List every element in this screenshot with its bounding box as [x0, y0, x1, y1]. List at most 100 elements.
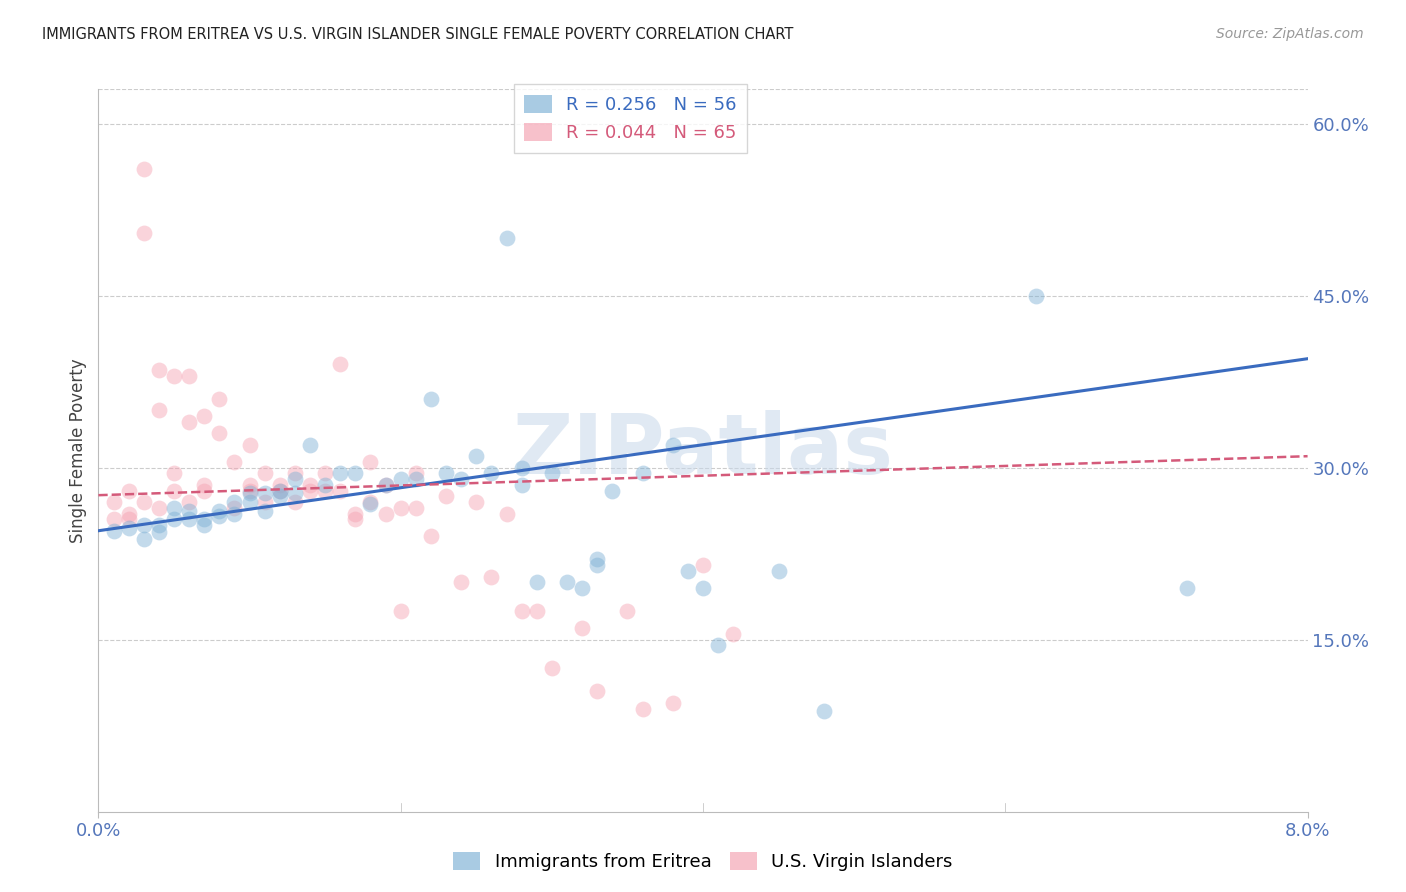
Point: [132, 226, 155, 240]
Point: [239, 438, 262, 452]
Point: [224, 495, 246, 509]
Point: [132, 532, 155, 546]
Point: [374, 507, 396, 521]
Point: [676, 564, 699, 578]
Point: [526, 575, 548, 590]
Point: [239, 495, 262, 509]
Point: [193, 478, 215, 492]
Point: [374, 478, 396, 492]
Point: [405, 500, 427, 515]
Point: [193, 518, 215, 533]
Point: [329, 358, 352, 372]
Point: [284, 467, 307, 481]
Point: [420, 529, 443, 543]
Point: [299, 483, 322, 498]
Text: Source: ZipAtlas.com: Source: ZipAtlas.com: [1216, 27, 1364, 41]
Point: [405, 467, 427, 481]
Point: [526, 604, 548, 618]
Legend: Immigrants from Eritrea, U.S. Virgin Islanders: Immigrants from Eritrea, U.S. Virgin Isl…: [446, 845, 960, 879]
Point: [163, 467, 186, 481]
Point: [540, 661, 562, 675]
Point: [179, 495, 201, 509]
Point: [208, 504, 231, 518]
Point: [118, 521, 141, 535]
Point: [481, 467, 503, 481]
Point: [555, 575, 578, 590]
Point: [148, 363, 170, 377]
Point: [179, 368, 201, 383]
Point: [163, 512, 186, 526]
Point: [707, 639, 730, 653]
Point: [631, 701, 654, 715]
Point: [193, 512, 215, 526]
Point: [179, 512, 201, 526]
Point: [239, 486, 262, 500]
Point: [179, 504, 201, 518]
Point: [495, 231, 517, 245]
Point: [253, 486, 276, 500]
Point: [465, 495, 488, 509]
Point: [132, 162, 155, 177]
Point: [540, 467, 562, 481]
Point: [193, 483, 215, 498]
Point: [179, 415, 201, 429]
Point: [723, 627, 745, 641]
Point: [239, 478, 262, 492]
Point: [269, 483, 291, 498]
Point: [269, 483, 291, 498]
Point: [510, 460, 533, 475]
Point: [163, 483, 186, 498]
Point: [163, 368, 186, 383]
Point: [374, 478, 396, 492]
Point: [208, 392, 231, 406]
Point: [299, 478, 322, 492]
Point: [465, 449, 488, 463]
Point: [253, 504, 276, 518]
Point: [148, 524, 170, 539]
Point: [692, 558, 714, 573]
Point: [284, 472, 307, 486]
Point: [616, 604, 638, 618]
Point: [602, 483, 624, 498]
Point: [148, 403, 170, 417]
Point: [405, 472, 427, 486]
Point: [360, 495, 382, 509]
Point: [118, 507, 141, 521]
Point: [389, 500, 412, 515]
Point: [269, 489, 291, 503]
Point: [118, 483, 141, 498]
Point: [1175, 581, 1198, 595]
Point: [314, 483, 336, 498]
Point: [692, 581, 714, 595]
Point: [586, 684, 609, 698]
Point: [314, 478, 336, 492]
Point: [360, 497, 382, 511]
Point: [389, 604, 412, 618]
Point: [208, 426, 231, 441]
Point: [344, 467, 367, 481]
Point: [103, 512, 125, 526]
Point: [193, 409, 215, 423]
Point: [132, 518, 155, 533]
Point: [510, 478, 533, 492]
Point: [224, 507, 246, 521]
Point: [631, 467, 654, 481]
Point: [148, 500, 170, 515]
Point: [103, 524, 125, 538]
Point: [329, 483, 352, 498]
Point: [661, 438, 683, 452]
Point: [495, 507, 517, 521]
Text: ZIPatlas: ZIPatlas: [513, 410, 893, 491]
Point: [434, 489, 457, 503]
Point: [148, 518, 170, 533]
Point: [132, 495, 155, 509]
Point: [571, 581, 593, 595]
Point: [344, 512, 367, 526]
Point: [389, 472, 412, 486]
Point: [813, 704, 835, 718]
Legend: R = 0.256   N = 56, R = 0.044   N = 65: R = 0.256 N = 56, R = 0.044 N = 65: [513, 84, 748, 153]
Point: [284, 495, 307, 509]
Point: [118, 512, 141, 526]
Point: [360, 455, 382, 469]
Point: [434, 467, 457, 481]
